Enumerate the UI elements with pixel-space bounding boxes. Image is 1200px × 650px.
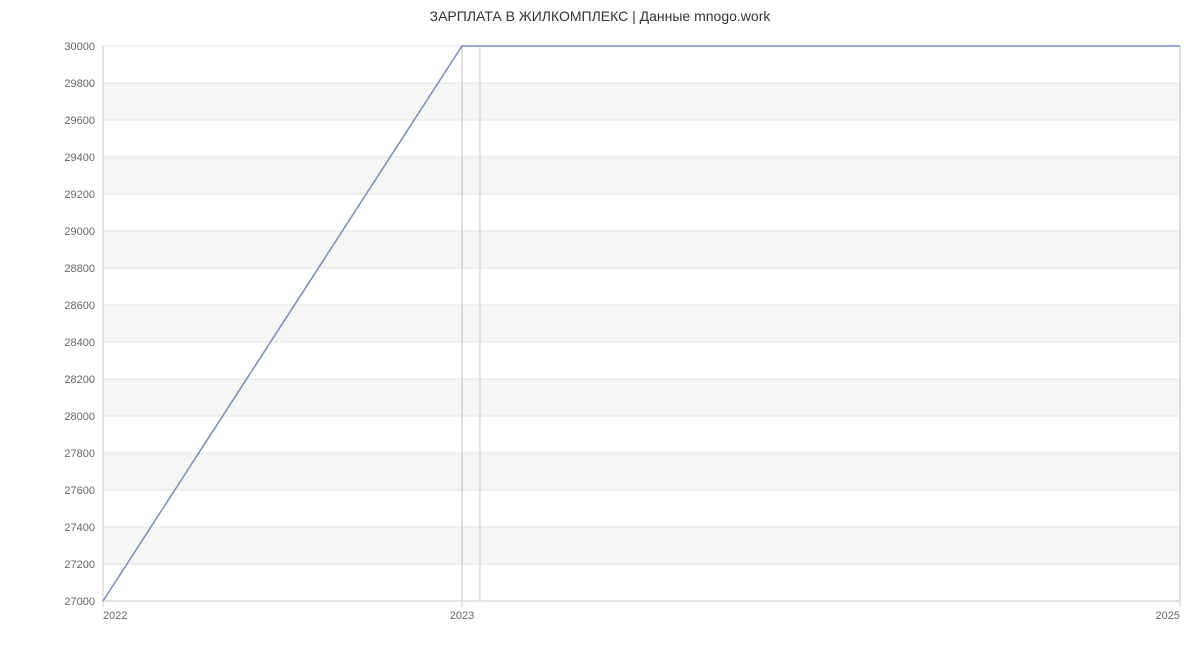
plot-band — [103, 379, 1180, 416]
y-tick-label: 28600 — [64, 300, 95, 312]
plot-band — [103, 231, 1180, 268]
plot-band — [103, 453, 1180, 490]
plot-band — [103, 157, 1180, 194]
y-tick-label: 28800 — [64, 263, 95, 275]
plot-band — [103, 305, 1180, 342]
plot-band — [103, 194, 1180, 231]
y-tick-label: 29800 — [64, 78, 95, 90]
x-tick-label: 2022 — [103, 610, 127, 622]
y-tick-label: 28000 — [64, 411, 95, 423]
y-tick-label: 27800 — [64, 448, 95, 460]
chart-container: ЗАРПЛАТА В ЖИЛКОМПЛЕКС | Данные mnogo.wo… — [0, 0, 1200, 650]
y-tick-label: 28400 — [64, 337, 95, 349]
plot-band — [103, 83, 1180, 120]
y-tick-label: 27600 — [64, 485, 95, 497]
plot-band — [103, 268, 1180, 305]
y-tick-label: 29200 — [64, 189, 95, 201]
y-tick-label: 27200 — [64, 559, 95, 571]
y-tick-label: 30000 — [64, 41, 95, 53]
y-tick-label: 29600 — [64, 115, 95, 127]
y-tick-label: 29000 — [64, 226, 95, 238]
plot-band — [103, 564, 1180, 601]
y-tick-label: 29400 — [64, 152, 95, 164]
y-tick-label: 27000 — [64, 596, 95, 608]
line-chart[interactable]: 27000 27200 27400 27600 27800 28000 28200 28400… — [0, 0, 1200, 650]
plot-band — [103, 120, 1180, 157]
y-tick-label: 28200 — [64, 374, 95, 386]
plot-band — [103, 527, 1180, 564]
x-tick-label: 2023 — [450, 610, 474, 622]
plot-band — [103, 342, 1180, 379]
x-tick-label: 2025 — [1156, 610, 1180, 622]
plot-band — [103, 46, 1180, 83]
plot-band — [103, 416, 1180, 453]
y-tick-label: 27400 — [64, 522, 95, 534]
plot-band — [103, 490, 1180, 527]
